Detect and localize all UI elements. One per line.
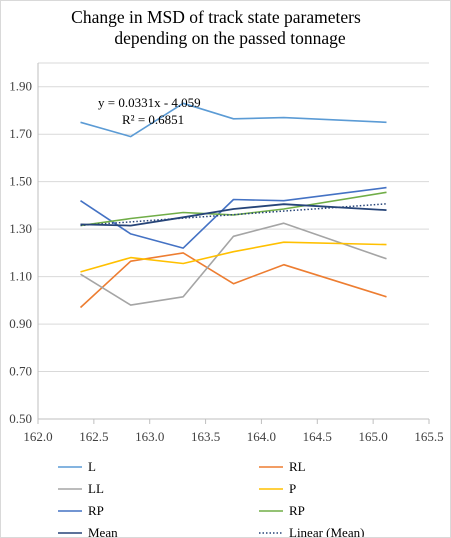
- y-tick-label: 1.10: [9, 269, 32, 284]
- y-tick-label: 0.50: [9, 411, 32, 426]
- x-tick-labels: 162.0 162.5 163.0 163.5 164.0 164.5 165.0 165.5: [23, 429, 443, 444]
- y-tick-label: 1.70: [9, 126, 32, 141]
- y-tick-label: 0.70: [9, 364, 32, 379]
- y-tick-label: 1.90: [9, 79, 32, 94]
- legend-label-5: RP: [289, 503, 305, 518]
- legend-label-7: Linear (Mean): [289, 525, 364, 537]
- legend-label-3: P: [289, 481, 296, 496]
- x-tick-label: 164.5: [303, 429, 332, 444]
- axes: [37, 63, 430, 424]
- series-line-l-0: [80, 102, 387, 138]
- trendline: [80, 203, 387, 227]
- y-tick-label: 0.90: [9, 316, 32, 331]
- x-tick-label: 164.0: [247, 429, 276, 444]
- x-tick-label: 163.5: [191, 429, 220, 444]
- legend-label-0: L: [88, 459, 96, 474]
- series-line-p-3: [80, 241, 387, 273]
- legend-label-2: LL: [88, 481, 104, 496]
- series-line-rl-1: [79, 252, 387, 309]
- x-tick-label: 165.5: [414, 429, 443, 444]
- y-tick-label: 1.50: [9, 174, 32, 189]
- gridlines: [38, 62, 429, 373]
- y-tick-labels: 0.50 0.70 0.90 1.10 1.30 1.50 1.70 1.90: [9, 79, 32, 426]
- series-line-ll-2: [80, 222, 387, 306]
- series-line-rp-4: [80, 186, 387, 249]
- x-tick-label: 163.0: [135, 429, 164, 444]
- x-tick-label: 162.0: [23, 429, 52, 444]
- legend-label-6: Mean: [88, 525, 118, 537]
- legend: L RL LL P RP RP Mean Linear (Mean): [58, 459, 364, 537]
- series-lines: [79, 102, 387, 309]
- chart-title-line-2: depending on the passed tonnage: [114, 28, 346, 48]
- series-line-mean-6: [80, 203, 387, 227]
- y-tick-label: 1.30: [9, 221, 32, 236]
- chart-title-line-1: Change in MSD of track state parameters: [71, 7, 361, 27]
- legend-label-4: RP: [88, 503, 104, 518]
- x-tick-label: 165.0: [359, 429, 388, 444]
- x-tick-label: 162.5: [79, 429, 108, 444]
- trendline-equation: y = 0.0331x - 4.059: [98, 95, 201, 110]
- trendline-r-squared: R² = 0.6851: [122, 112, 184, 127]
- trendline-linear-mean: [80, 203, 387, 227]
- legend-label-1: RL: [289, 459, 306, 474]
